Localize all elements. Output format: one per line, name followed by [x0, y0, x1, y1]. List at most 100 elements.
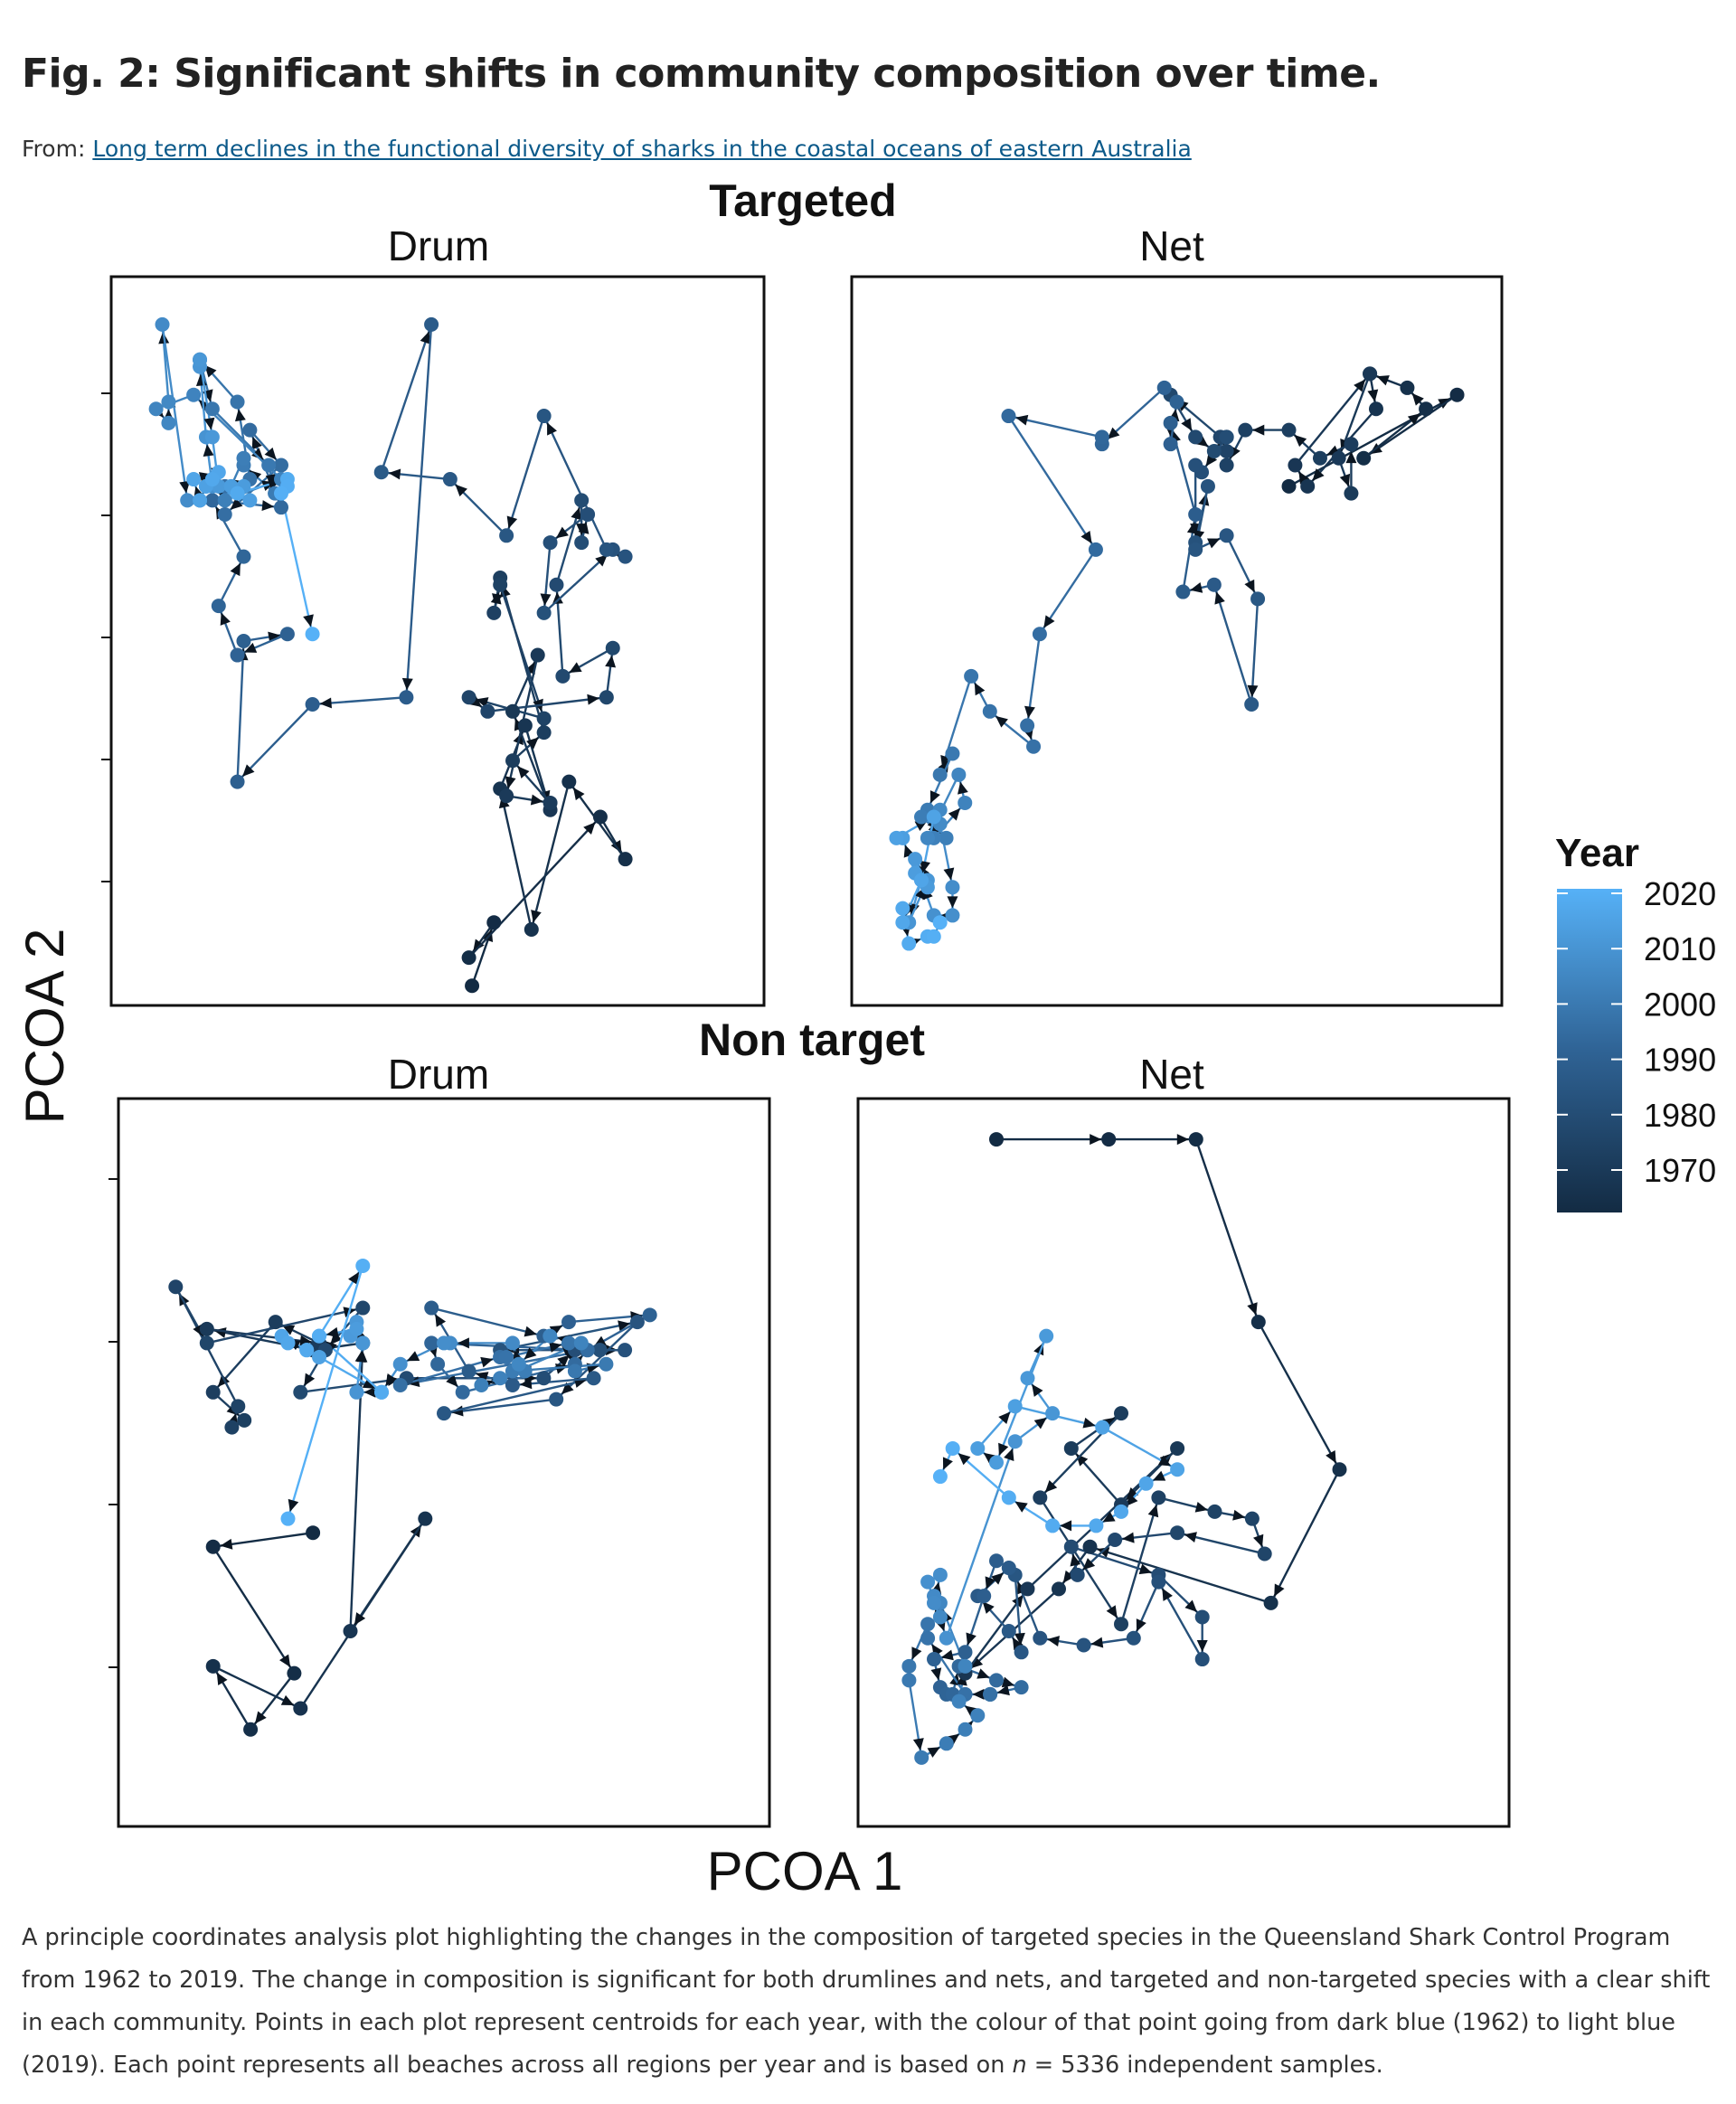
year-point — [895, 915, 910, 930]
year-point — [926, 809, 941, 825]
trajectory-arrowhead — [940, 1649, 954, 1661]
year-point — [1368, 401, 1383, 417]
trajectory-arrowhead — [998, 1411, 1011, 1425]
year-point — [914, 1750, 929, 1765]
year-point — [442, 472, 458, 487]
year-point — [1175, 584, 1191, 599]
trajectory-arrowhead — [1184, 1532, 1197, 1543]
year-point — [1356, 450, 1372, 466]
year-point — [895, 901, 910, 916]
trajectory-arrowhead — [326, 1326, 339, 1338]
trajectory-arrowhead — [1196, 1640, 1208, 1653]
trajectory-arrowhead — [1214, 591, 1225, 605]
trajectory-arrowhead — [1253, 1533, 1264, 1547]
trajectory-arrowhead — [583, 822, 596, 835]
trajectory-arrowhead — [230, 497, 243, 510]
trajectory-arrowhead — [618, 1320, 631, 1332]
trajectory-arrowhead — [1014, 1501, 1028, 1513]
figure-title: Fig. 2: Significant shifts in community … — [22, 51, 1381, 97]
trajectory-arrowhead — [1090, 1637, 1104, 1648]
year-point — [486, 605, 502, 620]
year-point — [430, 1356, 446, 1372]
year-point — [932, 1567, 948, 1582]
trajectory-arrowhead — [1152, 1470, 1166, 1481]
year-point — [204, 472, 220, 487]
year-point — [1250, 591, 1266, 607]
trajectory-arrowhead — [1024, 705, 1035, 719]
trajectory-arrowhead — [549, 1326, 563, 1336]
trajectory-arrowhead — [573, 788, 585, 801]
year-point — [1219, 528, 1234, 543]
trajectory-segment — [542, 415, 608, 551]
year-point — [1219, 443, 1234, 458]
legend-ticks: 2020 2010 2000 1990 1980 1970 — [1557, 875, 1716, 1189]
trajectory-arrowhead — [587, 693, 599, 705]
caption-text: A principle coordinates analysis plot hi… — [22, 1924, 1711, 2079]
plot-targeted-net — [889, 366, 1465, 951]
year-point — [236, 634, 251, 648]
year-point — [204, 401, 220, 417]
trajectory-arrowhead — [982, 1601, 995, 1614]
trajectory-arrowhead — [569, 662, 582, 673]
year-point — [945, 1440, 960, 1456]
trajectory-arrowhead — [1186, 521, 1198, 534]
year-point — [1170, 1525, 1185, 1541]
trajectory-arrowhead — [1376, 375, 1390, 386]
year-point — [499, 1349, 514, 1364]
year-point — [424, 316, 439, 332]
trajectory-arrowhead — [1157, 1455, 1172, 1467]
year-point — [592, 1343, 608, 1358]
trajectory-arrowhead — [1012, 1637, 1024, 1651]
trajectory-arrowhead — [242, 764, 255, 777]
year-point — [1188, 542, 1203, 557]
year-point — [920, 1630, 936, 1646]
year-point — [573, 1335, 589, 1351]
trajectory-arrowhead — [490, 591, 502, 605]
trajectory-arrowhead — [420, 331, 431, 344]
year-point — [1163, 437, 1178, 452]
year-point — [958, 795, 973, 810]
year-point — [517, 718, 533, 733]
trajectory-arrowhead — [1274, 1583, 1285, 1597]
year-point — [932, 1609, 948, 1625]
article-link[interactable]: Long term declines in the functional div… — [92, 136, 1192, 162]
trajectory-arrowhead — [517, 766, 530, 778]
year-point — [374, 1384, 389, 1400]
year-point — [505, 1378, 520, 1393]
year-point — [1095, 1420, 1110, 1435]
legend-title: Year — [1555, 831, 1639, 875]
year-point — [939, 1630, 954, 1646]
year-point — [1151, 1490, 1166, 1505]
trajectory-arrowhead — [348, 1271, 360, 1285]
year-point — [205, 1384, 221, 1400]
year-point — [204, 429, 220, 445]
trajectory-arrowhead — [1082, 1417, 1096, 1429]
year-point — [474, 1378, 489, 1393]
year-point — [305, 697, 320, 712]
trajectory-arrowhead — [970, 1656, 984, 1669]
year-point — [343, 1623, 358, 1638]
trajectory-arrowhead — [1190, 582, 1203, 593]
trajectory-arrowhead — [1244, 579, 1255, 593]
trajectory-segment — [499, 584, 545, 719]
year-point — [524, 921, 539, 937]
year-point — [939, 1736, 954, 1751]
year-point — [1052, 1581, 1066, 1597]
trajectory-arrowhead — [966, 1632, 976, 1646]
year-point — [1344, 437, 1359, 452]
trajectory-arrowhead — [280, 1694, 295, 1705]
trajectory-arrowhead — [506, 515, 518, 529]
trajectory-arrowhead — [1298, 471, 1310, 485]
trajectory-arrowhead — [1312, 468, 1325, 481]
year-point — [193, 493, 208, 508]
trajectory-arrowhead — [976, 1668, 990, 1679]
year-point — [355, 1335, 371, 1351]
year-point — [920, 830, 935, 845]
trajectory-arrowhead — [524, 1347, 537, 1360]
year-point — [236, 450, 251, 466]
year-point — [1244, 1511, 1260, 1526]
year-point — [1219, 429, 1234, 445]
trajectory-arrowhead — [243, 642, 258, 653]
legend-tick-label: 1970 — [1644, 1152, 1716, 1189]
trajectory-segment — [212, 1546, 296, 1675]
